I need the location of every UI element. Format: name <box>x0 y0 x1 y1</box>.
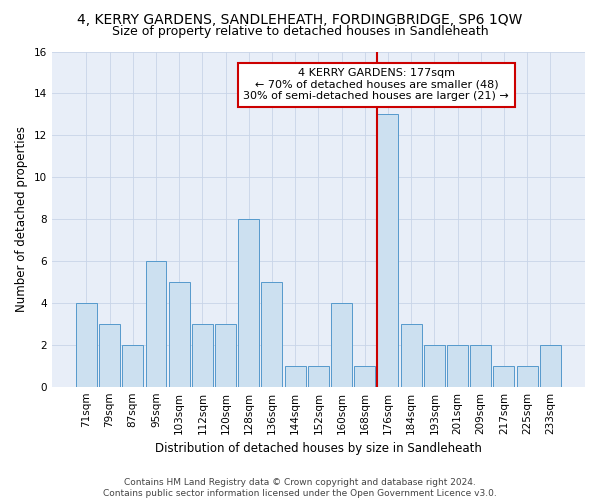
Bar <box>76 303 97 386</box>
Bar <box>517 366 538 386</box>
Bar <box>192 324 213 386</box>
Bar <box>122 345 143 387</box>
Bar <box>331 303 352 386</box>
Text: Size of property relative to detached houses in Sandleheath: Size of property relative to detached ho… <box>112 25 488 38</box>
Bar <box>447 345 468 387</box>
Bar <box>169 282 190 387</box>
X-axis label: Distribution of detached houses by size in Sandleheath: Distribution of detached houses by size … <box>155 442 482 455</box>
Text: 4, KERRY GARDENS, SANDLEHEATH, FORDINGBRIDGE, SP6 1QW: 4, KERRY GARDENS, SANDLEHEATH, FORDINGBR… <box>77 12 523 26</box>
Text: Contains HM Land Registry data © Crown copyright and database right 2024.
Contai: Contains HM Land Registry data © Crown c… <box>103 478 497 498</box>
Bar <box>238 219 259 386</box>
Bar <box>146 261 166 386</box>
Bar <box>424 345 445 387</box>
Bar <box>401 324 422 386</box>
Text: 4 KERRY GARDENS: 177sqm
← 70% of detached houses are smaller (48)
30% of semi-de: 4 KERRY GARDENS: 177sqm ← 70% of detache… <box>244 68 509 102</box>
Bar <box>99 324 120 386</box>
Bar <box>354 366 375 386</box>
Y-axis label: Number of detached properties: Number of detached properties <box>15 126 28 312</box>
Bar <box>215 324 236 386</box>
Bar <box>262 282 283 387</box>
Bar <box>284 366 305 386</box>
Bar <box>377 114 398 386</box>
Bar <box>308 366 329 386</box>
Bar <box>493 366 514 386</box>
Bar <box>470 345 491 387</box>
Bar <box>540 345 561 387</box>
